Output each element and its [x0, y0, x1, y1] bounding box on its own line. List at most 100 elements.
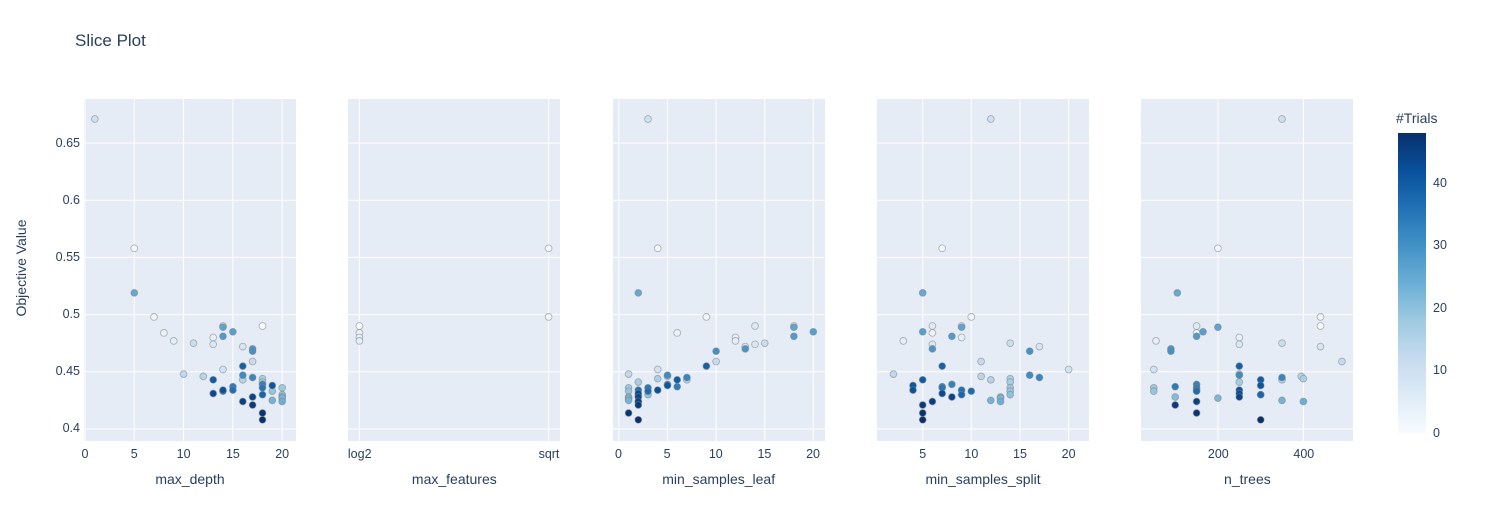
trial-point[interactable]: [741, 345, 749, 353]
trial-point[interactable]: [789, 323, 798, 332]
trial-point[interactable]: [967, 387, 976, 396]
trial-point[interactable]: [918, 327, 927, 336]
trial-point[interactable]: [1167, 347, 1176, 356]
trial-point[interactable]: [663, 371, 672, 380]
trial-point[interactable]: [1035, 342, 1044, 351]
trial-point[interactable]: [809, 327, 817, 336]
trial-point[interactable]: [545, 313, 553, 321]
trial-point[interactable]: [229, 327, 237, 336]
trial-point[interactable]: [219, 386, 227, 394]
trial-point[interactable]: [967, 313, 976, 321]
trial-point[interactable]: [1171, 401, 1180, 409]
trial-point[interactable]: [268, 381, 277, 390]
trial-point[interactable]: [1193, 409, 1201, 417]
trial-point[interactable]: [248, 357, 257, 366]
subplot-n_trees[interactable]: [1141, 99, 1354, 441]
trial-point[interactable]: [248, 373, 257, 382]
trial-point[interactable]: [258, 415, 267, 424]
trial-point[interactable]: [268, 396, 277, 405]
trial-point[interactable]: [977, 357, 985, 366]
trial-point[interactable]: [938, 389, 947, 398]
trial-point[interactable]: [209, 340, 218, 349]
subplot-min_samples_leaf[interactable]: [612, 99, 825, 441]
trial-point[interactable]: [1025, 371, 1034, 380]
trial-point[interactable]: [1171, 393, 1180, 401]
trial-point[interactable]: [789, 332, 798, 341]
trial-point[interactable]: [258, 390, 267, 399]
trial-point[interactable]: [1193, 397, 1201, 406]
trial-point[interactable]: [750, 340, 759, 349]
trial-point[interactable]: [1214, 244, 1223, 253]
trial-point[interactable]: [238, 362, 247, 370]
trial-point[interactable]: [1064, 365, 1073, 374]
trial-point[interactable]: [918, 289, 927, 297]
subplot-max_depth[interactable]: [84, 99, 296, 441]
trial-point[interactable]: [90, 115, 99, 123]
trial-point[interactable]: [653, 365, 662, 374]
trial-point[interactable]: [1193, 332, 1201, 341]
trial-point[interactable]: [731, 337, 740, 345]
trial-point[interactable]: [130, 289, 139, 297]
trial-point[interactable]: [624, 370, 633, 378]
trial-point[interactable]: [1235, 393, 1244, 401]
trial-point[interactable]: [1299, 397, 1308, 406]
trial-point[interactable]: [653, 244, 662, 253]
trial-point[interactable]: [986, 115, 995, 123]
trial-point[interactable]: [160, 329, 168, 337]
trial-point[interactable]: [702, 362, 710, 370]
trial-point[interactable]: [673, 375, 681, 384]
trial-point[interactable]: [258, 409, 267, 417]
trial-point[interactable]: [189, 339, 198, 348]
trial-point[interactable]: [1278, 115, 1287, 123]
trial-point[interactable]: [1317, 313, 1325, 321]
trial-point[interactable]: [229, 386, 237, 394]
trial-point[interactable]: [219, 332, 227, 341]
trial-point[interactable]: [634, 415, 642, 424]
trial-point[interactable]: [653, 386, 662, 394]
trial-point[interactable]: [179, 370, 188, 378]
trial-point[interactable]: [643, 115, 652, 123]
trial-point[interactable]: [278, 397, 287, 406]
trial-point[interactable]: [760, 339, 769, 348]
trial-point[interactable]: [624, 409, 633, 417]
trial-point[interactable]: [209, 389, 218, 398]
trial-point[interactable]: [702, 313, 710, 321]
trial-point[interactable]: [1152, 337, 1161, 345]
trial-point[interactable]: [1006, 390, 1015, 399]
trial-point[interactable]: [1035, 373, 1044, 382]
trial-point[interactable]: [1193, 322, 1201, 330]
trial-point[interactable]: [248, 401, 257, 409]
trial-point[interactable]: [986, 396, 995, 405]
trial-point[interactable]: [1171, 382, 1180, 391]
trial-point[interactable]: [634, 401, 642, 409]
trial-point[interactable]: [1214, 323, 1223, 332]
trial-point[interactable]: [918, 415, 927, 424]
trial-point[interactable]: [1199, 327, 1208, 336]
subplot-max_features[interactable]: [348, 99, 561, 441]
trial-point[interactable]: [948, 393, 956, 401]
trial-point[interactable]: [750, 322, 759, 330]
trial-point[interactable]: [219, 323, 227, 332]
trial-point[interactable]: [130, 244, 139, 253]
trial-point[interactable]: [663, 381, 672, 390]
trial-point[interactable]: [928, 397, 937, 406]
trial-point[interactable]: [248, 393, 257, 401]
trial-point[interactable]: [673, 329, 681, 337]
trial-point[interactable]: [1257, 415, 1265, 424]
trial-point[interactable]: [1235, 340, 1244, 349]
trial-point[interactable]: [1235, 371, 1244, 380]
trial-point[interactable]: [169, 337, 178, 345]
trial-point[interactable]: [219, 365, 227, 374]
trial-point[interactable]: [928, 345, 937, 353]
trial-point[interactable]: [1235, 362, 1244, 370]
trial-point[interactable]: [918, 409, 927, 417]
trial-point[interactable]: [957, 323, 966, 332]
trial-point[interactable]: [918, 375, 927, 384]
trial-point[interactable]: [1173, 289, 1182, 297]
trial-point[interactable]: [1193, 387, 1201, 396]
trial-point[interactable]: [711, 357, 720, 366]
trial-point[interactable]: [918, 401, 927, 409]
trial-point[interactable]: [634, 378, 642, 386]
trial-point[interactable]: [1299, 374, 1308, 383]
trial-point[interactable]: [1235, 333, 1244, 342]
